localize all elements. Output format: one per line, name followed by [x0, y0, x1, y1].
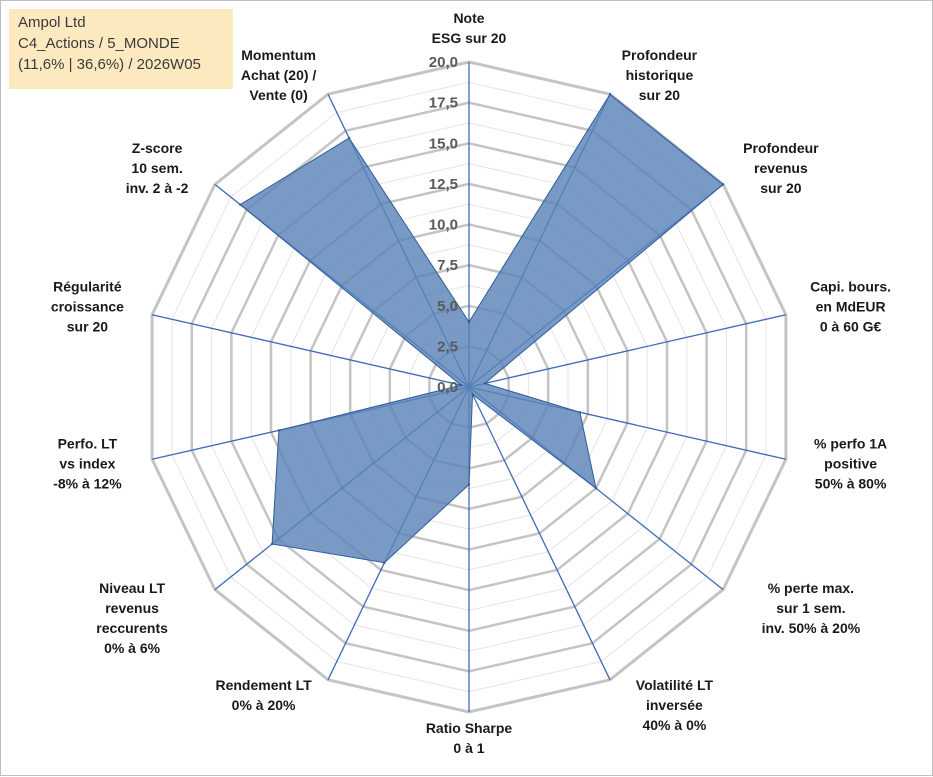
- axis-label-line: reccurents: [96, 620, 168, 636]
- data-point: [608, 93, 612, 96]
- data-point: [471, 393, 474, 396]
- axis-label-line: 50% à 80%: [815, 476, 887, 492]
- data-point: [383, 561, 386, 564]
- axis-label-line: Volatilité LT: [636, 677, 714, 693]
- data-point: [467, 483, 471, 486]
- data-point: [347, 136, 351, 140]
- axis-label-line: Ratio Sharpe: [426, 720, 513, 736]
- axis-label: Note ESG sur 20: [432, 10, 507, 46]
- axis-label-line: inv. 50% à 20%: [762, 620, 861, 636]
- axis-label-line: 0 à 60 G€: [820, 319, 882, 335]
- data-point: [239, 203, 242, 206]
- axis-label-line: vs index: [59, 456, 115, 472]
- axis-label: % perte max. sur 1 sem. inv. 50% à 20%: [762, 580, 861, 636]
- axis-label-line: 0% à 20%: [232, 697, 296, 713]
- axis-label: Volatilité LT inversée 40% à 0%: [636, 677, 714, 733]
- data-point: [721, 183, 725, 186]
- tick-label: 20,0: [429, 54, 458, 71]
- axis-spoke: [151, 314, 470, 388]
- axis-label-line: Profondeur: [743, 140, 819, 156]
- axis-label-line: historique: [626, 67, 694, 83]
- axis-label-line: sur 20: [760, 180, 801, 196]
- axis-label: Momentum Achat (20) / Vente (0): [241, 47, 317, 103]
- axis-label-line: Rendement LT: [215, 677, 312, 693]
- axis-label: Régularité croissance sur 20: [51, 279, 124, 335]
- axis-label-line: Vente (0): [249, 87, 307, 103]
- series-layer: [239, 93, 725, 564]
- axis-label-line: revenus: [754, 160, 808, 176]
- stats-line: (11,6% | 36,6%) / 2026W05: [18, 56, 201, 73]
- axis-label-line: en MdEUR: [816, 299, 886, 315]
- axis-label: Ratio Sharpe 0 à 1: [426, 720, 513, 756]
- data-point: [483, 382, 486, 385]
- axis-label-line: inversée: [646, 697, 703, 713]
- axis-label-line: Z-score: [132, 140, 183, 156]
- axis-label-line: Capi. bours.: [810, 279, 891, 295]
- axis-label: Profondeur historique sur 20: [622, 47, 698, 103]
- tick-label: 12,5: [429, 176, 458, 193]
- axis-label-line: Régularité: [53, 279, 122, 295]
- axis-label-line: 0% à 6%: [104, 640, 161, 656]
- company-name: Ampol Ltd: [18, 14, 86, 31]
- tick-label: 5,0: [437, 298, 458, 315]
- axis-label-line: revenus: [105, 600, 159, 616]
- axis-label: Rendement LT 0% à 20%: [215, 677, 312, 713]
- tick-label: 17,5: [429, 95, 458, 112]
- axis-label-line: sur 20: [67, 319, 108, 335]
- axis-label-line: Perfo. LT: [58, 436, 118, 452]
- tick-label: 15,0: [429, 135, 458, 152]
- axis-label-line: sur 20: [639, 87, 680, 103]
- axis-label-line: % perte max.: [768, 580, 854, 596]
- axis-label: Perfo. LT vs index -8% à 12%: [53, 436, 122, 492]
- axis-label-line: 10 sem.: [131, 160, 182, 176]
- axis-label-line: Note: [453, 10, 484, 26]
- axis-label: Z-score 10 sem. inv. 2 à -2: [126, 140, 189, 196]
- axis-label: Profondeur revenus sur 20: [743, 140, 819, 196]
- data-point: [270, 542, 274, 546]
- axis-label-line: Momentum: [241, 47, 316, 63]
- axis-spoke: [468, 314, 787, 388]
- data-point: [459, 384, 463, 387]
- tick-label-layer: 0,0 2,5 5,0 7,5 10,0 12,5 15,0 17,5 20,0: [429, 54, 458, 396]
- data-point: [467, 320, 471, 324]
- data-point: [594, 487, 598, 490]
- axis-label-line: Niveau LT: [99, 580, 165, 596]
- axis-label-line: Profondeur: [622, 47, 698, 63]
- data-point: [578, 411, 582, 414]
- axis-label-line: sur 1 sem.: [776, 600, 845, 616]
- axis-label-line: Achat (20) /: [241, 67, 317, 83]
- axis-label: Niveau LT revenus reccurents 0% à 6%: [96, 580, 168, 656]
- axis-label-line: ESG sur 20: [432, 30, 507, 46]
- axis-label-layer: Note ESG sur 20 Profondeur historique sur 20…: [51, 10, 891, 756]
- portfolio-line: C4_Actions / 5_MONDE: [18, 35, 180, 52]
- axis-label-line: positive: [824, 456, 877, 472]
- tick-label: 10,0: [429, 217, 458, 234]
- axis-label-line: 40% à 0%: [642, 717, 706, 733]
- axis-label-line: inv. 2 à -2: [126, 180, 189, 196]
- tick-label: 2,5: [437, 338, 458, 355]
- tick-label: 7,5: [437, 257, 458, 274]
- axis-label-line: % perfo 1A: [814, 436, 887, 452]
- tick-label: 0,0: [437, 379, 458, 396]
- axis-label: Capi. bours. en MdEUR 0 à 60 G€: [810, 279, 891, 335]
- axis-label-line: croissance: [51, 299, 124, 315]
- series-area: [239, 93, 724, 564]
- axis-label-line: -8% à 12%: [53, 476, 122, 492]
- axis-label-line: 0 à 1: [453, 740, 484, 756]
- axis-label: % perfo 1A positive 50% à 80%: [814, 436, 887, 492]
- info-box: Ampol Ltd C4_Actions / 5_MONDE (11,6% | …: [9, 9, 233, 89]
- data-point: [277, 429, 281, 432]
- axis-spoke: [468, 386, 611, 681]
